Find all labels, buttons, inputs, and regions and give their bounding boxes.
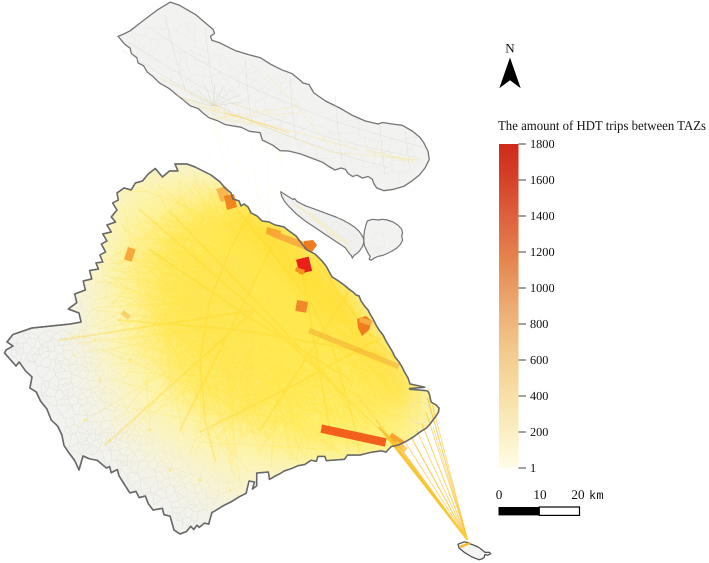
svg-text:600: 600 xyxy=(530,353,548,367)
svg-text:1000: 1000 xyxy=(530,281,555,295)
svg-text:800: 800 xyxy=(530,317,548,331)
svg-text:1600: 1600 xyxy=(530,173,555,187)
svg-text:20: 20 xyxy=(571,487,585,502)
svg-text:N: N xyxy=(505,41,515,56)
svg-text:1: 1 xyxy=(530,461,536,475)
svg-text:10: 10 xyxy=(533,487,547,502)
svg-text:0: 0 xyxy=(496,487,503,502)
svg-text:1200: 1200 xyxy=(530,245,555,259)
svg-text:1400: 1400 xyxy=(530,209,555,223)
svg-text:200: 200 xyxy=(530,425,548,439)
svg-text:1800: 1800 xyxy=(530,137,555,151)
svg-text:The amount of HDT trips betwee: The amount of HDT trips between TAZs xyxy=(498,118,706,133)
svg-text:400: 400 xyxy=(530,389,548,403)
svg-text:km: km xyxy=(589,489,604,503)
